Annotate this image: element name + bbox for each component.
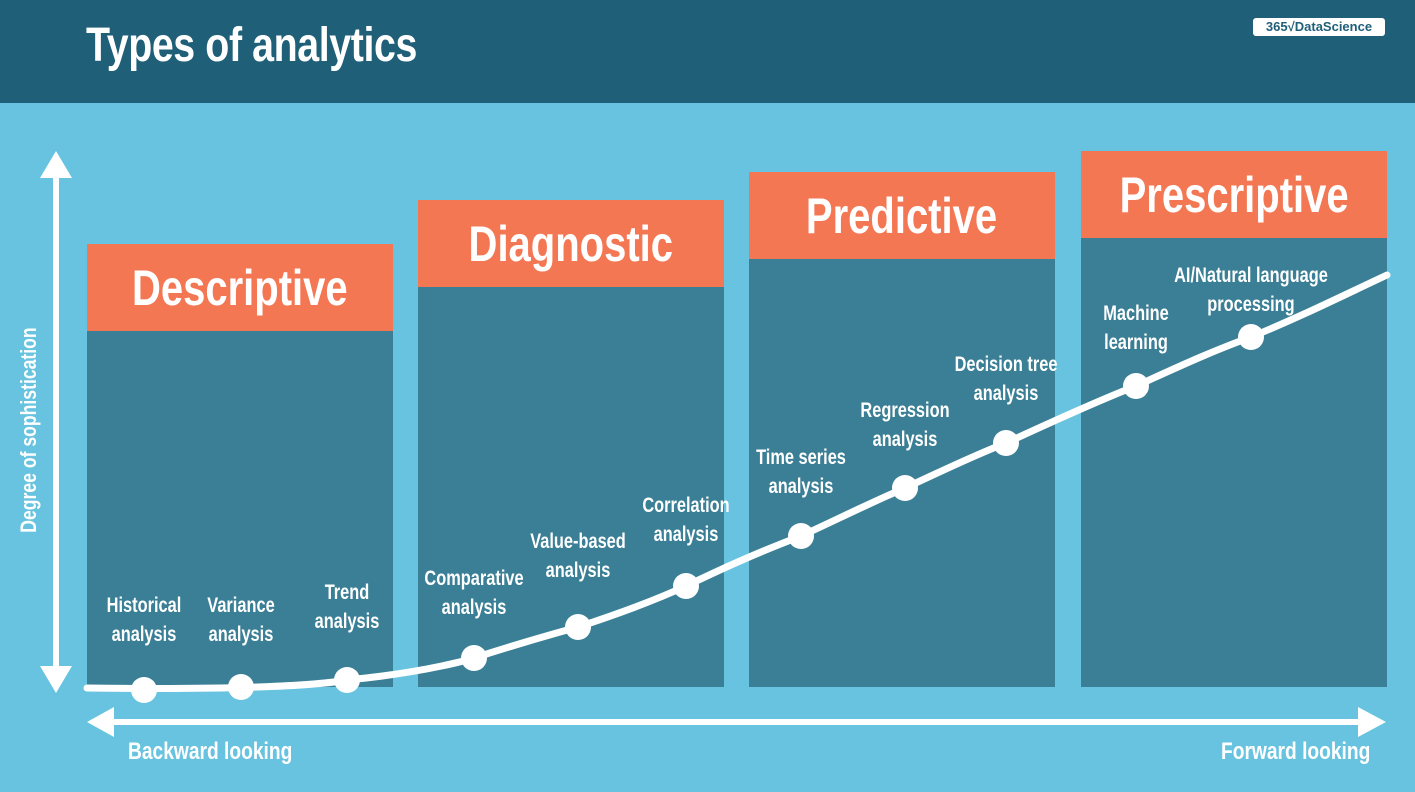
curve-point xyxy=(1238,324,1264,350)
y-axis-arrow-down xyxy=(40,666,72,693)
panel-diagnostic-header: Diagnostic xyxy=(418,200,724,287)
curve-point xyxy=(131,677,157,703)
page-title: Types of analytics xyxy=(86,19,417,72)
panel-diagnostic: Diagnostic xyxy=(418,200,724,687)
curve-point xyxy=(461,645,487,671)
panel-diagnostic-title: Diagnostic xyxy=(468,215,674,272)
brand-logo: 365√DataScience xyxy=(1253,18,1385,36)
x-axis-arrow-left xyxy=(87,707,114,737)
point-label: Trend analysis xyxy=(314,581,380,633)
curve-point xyxy=(788,523,814,549)
curve-point xyxy=(1123,373,1149,399)
curve-point xyxy=(565,614,591,640)
panel-predictive-header: Predictive xyxy=(749,172,1055,259)
x-axis-arrow-right xyxy=(1358,707,1386,737)
panel-prescriptive-title: Prescriptive xyxy=(1119,166,1349,223)
point-label: Machine learning xyxy=(1103,302,1169,354)
panel-descriptive: Descriptive xyxy=(87,244,393,687)
panel-predictive-title: Predictive xyxy=(806,187,998,244)
curve-point xyxy=(673,573,699,599)
point-label: Correlation analysis xyxy=(642,494,730,546)
point-label: Value-based analysis xyxy=(530,530,626,582)
point-label: AI/Natural language processing xyxy=(1174,264,1328,316)
curve-point xyxy=(334,667,360,693)
curve-point xyxy=(228,674,254,700)
point-label: Historical analysis xyxy=(106,594,182,646)
panel-prescriptive: Prescriptive xyxy=(1081,151,1387,687)
point-label: Time series analysis xyxy=(756,446,846,498)
panel-predictive: Predictive xyxy=(749,172,1055,687)
x-axis-right-label: Forward looking xyxy=(1221,738,1371,765)
y-axis-arrow-up xyxy=(40,151,72,178)
curve-point xyxy=(993,430,1019,456)
panel-descriptive-title: Descriptive xyxy=(132,259,348,316)
point-label: Comparative analysis xyxy=(424,567,524,619)
header-bar: Types of analytics 365√DataScience xyxy=(0,0,1415,103)
panel-descriptive-header: Descriptive xyxy=(87,244,393,331)
panel-prescriptive-header: Prescriptive xyxy=(1081,151,1387,238)
point-label: Regression analysis xyxy=(860,399,950,451)
point-label: Variance analysis xyxy=(207,594,275,646)
point-label: Decision tree analysis xyxy=(954,353,1058,405)
x-axis-left-label: Backward looking xyxy=(128,738,293,765)
y-axis-label: Degree of sophistication xyxy=(16,327,41,533)
curve-point xyxy=(892,475,918,501)
sophistication-curve xyxy=(83,271,1391,692)
